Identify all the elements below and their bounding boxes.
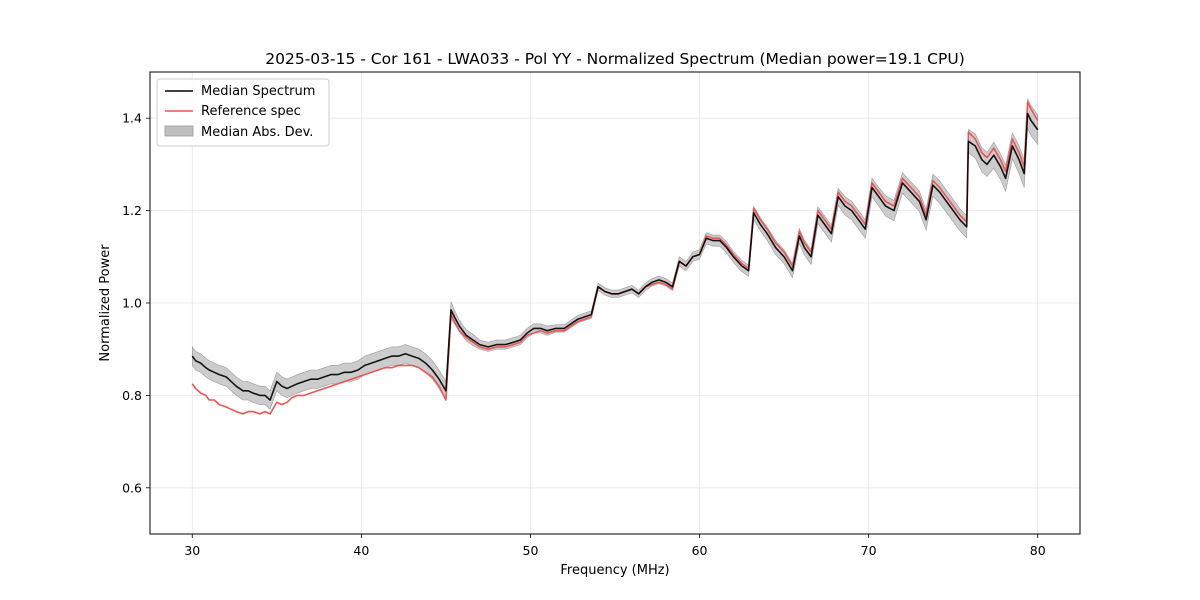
legend: Median Spectrum Reference spec Median Ab…	[156, 78, 330, 147]
x-tick-label: 40	[353, 543, 369, 558]
legend-median-label: Median Spectrum	[201, 84, 315, 99]
y-axis-label: Normalized Power	[98, 244, 113, 362]
x-tick-label: 60	[692, 543, 708, 558]
y-tick-label: 1.4	[122, 111, 142, 126]
legend-box	[156, 78, 330, 147]
x-tick-label: 30	[184, 543, 200, 558]
legend-reference-label: Reference spec	[201, 104, 301, 119]
y-tick-label: 1.2	[122, 203, 142, 218]
y-tick-label: 0.6	[122, 480, 142, 495]
x-tick-label: 50	[523, 543, 539, 558]
x-tick-label: 80	[1030, 543, 1046, 558]
median-spectrum-line	[191, 112, 1039, 401]
x-tick-label: 70	[861, 543, 877, 558]
y-tick-label: 0.8	[122, 388, 142, 403]
chart-title: 2025-03-15 - Cor 161 - LWA033 - Pol YY -…	[265, 50, 965, 68]
x-axis-ticks: 30 40 50 60 70 80	[184, 534, 1046, 558]
legend-mad-label: Median Abs. Dev.	[201, 125, 313, 140]
y-axis-ticks: 0.6 0.8 1.0 1.2 1.4	[122, 111, 150, 495]
legend-mad-swatch	[164, 125, 194, 137]
y-tick-label: 1.0	[122, 296, 142, 311]
series-lines	[191, 101, 1039, 415]
x-axis-label: Frequency (MHz)	[560, 563, 669, 578]
